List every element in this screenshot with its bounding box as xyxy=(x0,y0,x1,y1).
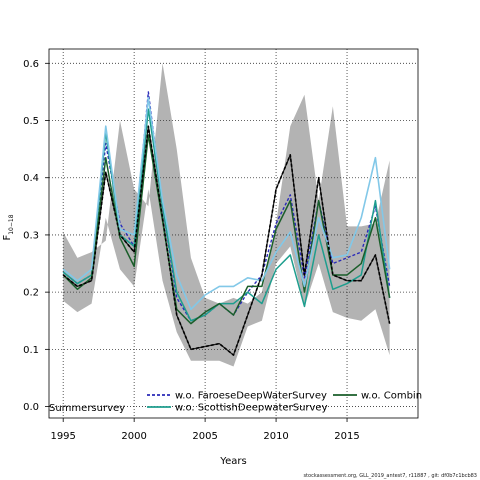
axis-layer: 1995 2000 2005 2010 2015 0.0 0.1 0.2 0.3 0.4 0.5 0.… xyxy=(23,59,360,442)
confidence-band-layer xyxy=(63,63,390,367)
corner-label: Summersurvey xyxy=(49,403,125,414)
legend: w.o. FaroeseDeepWaterSurvey w.o. Combin w.… xyxy=(147,391,422,414)
x-tick-label: 1995 xyxy=(50,431,75,442)
x-tick-label: 2010 xyxy=(263,431,288,442)
x-tick-label: 2005 xyxy=(192,431,217,442)
y-axis-label: F10−18 xyxy=(2,214,15,240)
y-tick-label: 0.0 xyxy=(23,402,39,413)
legend-label: w.o. FaroeseDeepWaterSurvey xyxy=(175,391,327,402)
y-tick-label: 0.3 xyxy=(23,230,39,241)
y-tick-label: 0.2 xyxy=(23,288,39,299)
x-axis-label: Years xyxy=(219,456,246,467)
confidence-band xyxy=(63,63,390,367)
legend-label: w.o. ScottishDeepwaterSurvey xyxy=(175,403,328,414)
x-tick-label: 2000 xyxy=(121,431,146,442)
footer-credit: stockassessment.org, GLL_2019_antest7, r… xyxy=(303,473,477,479)
legend-label: w.o. Combin xyxy=(361,391,422,402)
plot-frame xyxy=(48,48,419,419)
y-tick-label: 0.6 xyxy=(23,59,39,70)
y-tick-label: 0.1 xyxy=(23,345,39,356)
y-tick-label: 0.5 xyxy=(23,116,39,127)
y-tick-label: 0.4 xyxy=(23,173,39,184)
y-axis-label-main: F xyxy=(2,235,13,241)
series-line-5 xyxy=(62,96,391,311)
series-line-2 xyxy=(62,91,391,322)
series-line-6 xyxy=(62,125,391,356)
x-tick-label: 2015 xyxy=(334,431,359,442)
y-axis-label-sub: 10−18 xyxy=(8,214,15,234)
series-layer xyxy=(62,91,391,356)
